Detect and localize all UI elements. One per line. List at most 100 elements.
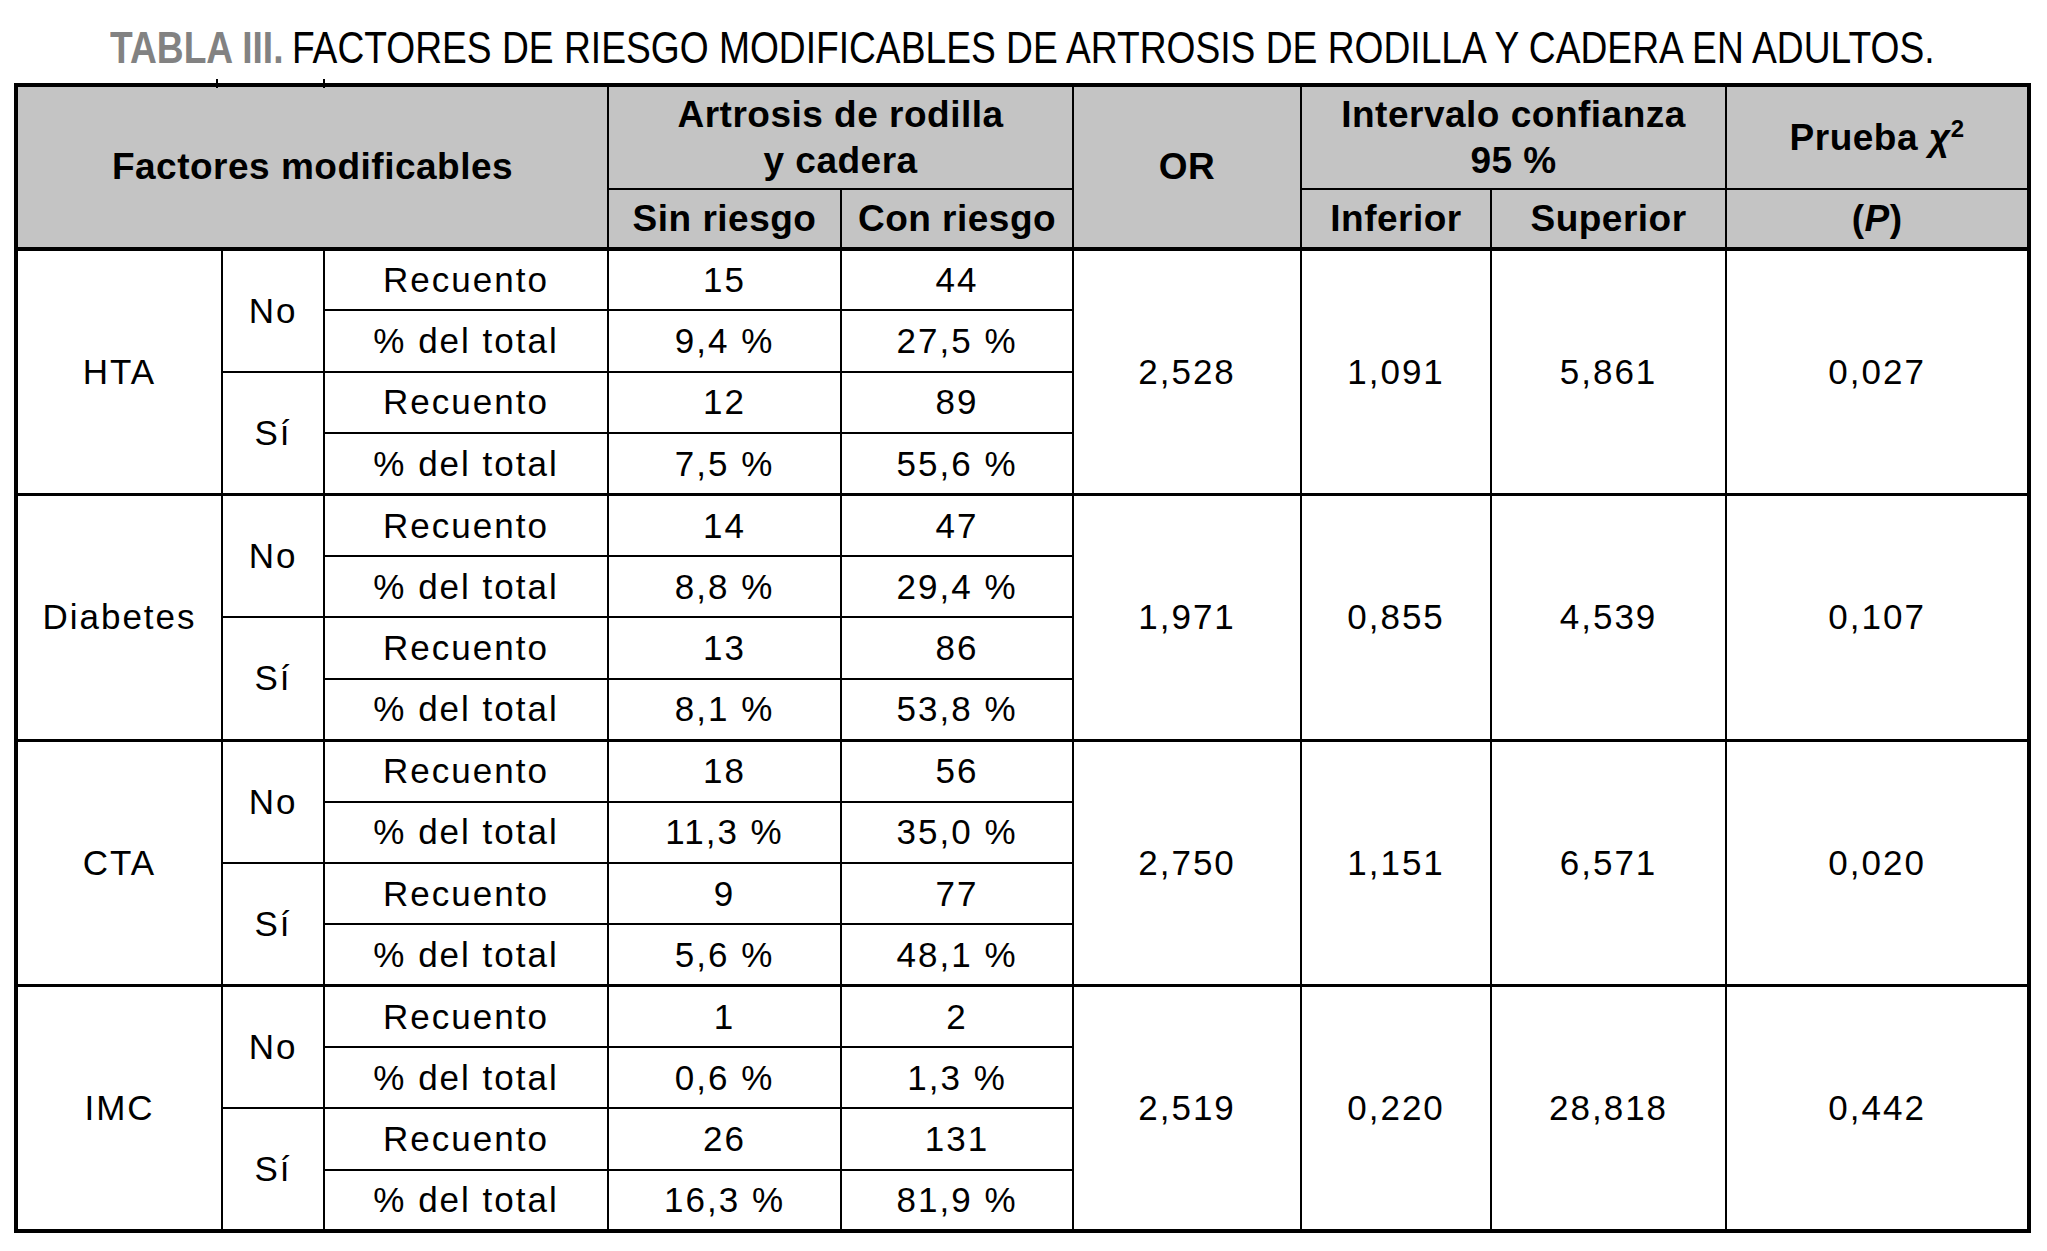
level-no: No <box>222 986 324 1109</box>
cell-value: 89 <box>841 372 1073 433</box>
level-si: Sí <box>222 863 324 986</box>
col-header-prueba-chi2: Prueba χ2 <box>1726 85 2029 189</box>
cell-value: 81,9 % <box>841 1170 1073 1231</box>
cell-value: 77 <box>841 863 1073 924</box>
col-header-artrosis: Artrosis de rodilla y cadera <box>608 85 1073 189</box>
cell-superior: 5,861 <box>1491 249 1726 495</box>
table-row: Diabetes No Recuento 14 47 1,971 0,855 4… <box>16 495 2029 556</box>
stat-label-pct: % del total <box>324 924 608 985</box>
cell-p: 0,020 <box>1726 740 2029 986</box>
stat-label-pct: % del total <box>324 802 608 863</box>
cell-value: 8,8 % <box>608 556 841 617</box>
top-border-tick <box>323 79 325 88</box>
col-header-con-riesgo: Con riesgo <box>841 189 1073 249</box>
stat-label-recuento: Recuento <box>324 1108 608 1169</box>
cell-p: 0,027 <box>1726 249 2029 495</box>
factor-name-cta: CTA <box>16 740 222 986</box>
cell-value: 1 <box>608 986 841 1047</box>
stat-label-recuento: Recuento <box>324 372 608 433</box>
cell-inferior: 0,855 <box>1301 495 1491 741</box>
level-si: Sí <box>222 1108 324 1231</box>
cell-superior: 4,539 <box>1491 495 1726 741</box>
level-si: Sí <box>222 617 324 740</box>
cell-or: 2,750 <box>1073 740 1301 986</box>
cell-value: 48,1 % <box>841 924 1073 985</box>
cell-value: 9,4 % <box>608 310 841 371</box>
level-no: No <box>222 495 324 618</box>
cell-value: 53,8 % <box>841 679 1073 740</box>
cell-inferior: 1,151 <box>1301 740 1491 986</box>
stat-label-recuento: Recuento <box>324 495 608 556</box>
cell-value: 44 <box>841 249 1073 310</box>
table-row: IMC No Recuento 1 2 2,519 0,220 28,818 0… <box>16 986 2029 1047</box>
level-no: No <box>222 740 324 863</box>
table-title-text: FACTORES DE RIESGO MODIFICABLES DE ARTRO… <box>292 23 1935 72</box>
cell-value: 55,6 % <box>841 433 1073 494</box>
cell-superior: 6,571 <box>1491 740 1726 986</box>
col-header-intervalo-line1: Intervalo confianza <box>1302 92 1725 137</box>
col-header-superior: Superior <box>1491 189 1726 249</box>
cell-inferior: 1,091 <box>1301 249 1491 495</box>
cell-value: 8,1 % <box>608 679 841 740</box>
cell-p: 0,442 <box>1726 986 2029 1232</box>
table-title-label: TABLA III. <box>110 23 283 72</box>
cell-value: 9 <box>608 863 841 924</box>
cell-value: 13 <box>608 617 841 678</box>
risk-factors-table: Factores modificables Artrosis de rodill… <box>14 83 2031 1233</box>
col-header-sin-riesgo: Sin riesgo <box>608 189 841 249</box>
cell-value: 18 <box>608 740 841 801</box>
cell-or: 2,528 <box>1073 249 1301 495</box>
table-title: TABLA III.FACTORES DE RIESGO MODIFICABLE… <box>110 26 1935 70</box>
chi-symbol: χ <box>1929 118 1951 159</box>
stat-label-pct: % del total <box>324 679 608 740</box>
cell-value: 0,6 % <box>608 1047 841 1108</box>
cell-value: 7,5 % <box>608 433 841 494</box>
cell-value: 1,3 % <box>841 1047 1073 1108</box>
col-header-factores: Factores modificables <box>16 85 608 249</box>
cell-or: 2,519 <box>1073 986 1301 1232</box>
cell-value: 35,0 % <box>841 802 1073 863</box>
cell-p: 0,107 <box>1726 495 2029 741</box>
cell-value: 5,6 % <box>608 924 841 985</box>
cell-value: 2 <box>841 986 1073 1047</box>
cell-or: 1,971 <box>1073 495 1301 741</box>
cell-value: 16,3 % <box>608 1170 841 1231</box>
cell-value: 29,4 % <box>841 556 1073 617</box>
factor-name-hta: HTA <box>16 249 222 495</box>
col-header-or: OR <box>1073 85 1301 249</box>
stat-label-recuento: Recuento <box>324 740 608 801</box>
stat-label-recuento: Recuento <box>324 249 608 310</box>
table-row: CTA No Recuento 18 56 2,750 1,151 6,571 … <box>16 740 2029 801</box>
cell-value: 56 <box>841 740 1073 801</box>
stat-label-recuento: Recuento <box>324 863 608 924</box>
cell-value: 47 <box>841 495 1073 556</box>
col-header-artrosis-line1: Artrosis de rodilla <box>609 92 1072 137</box>
cell-value: 15 <box>608 249 841 310</box>
cell-value: 14 <box>608 495 841 556</box>
stat-label-pct: % del total <box>324 1170 608 1231</box>
cell-value: 86 <box>841 617 1073 678</box>
top-border-tick <box>216 79 218 88</box>
level-no: No <box>222 249 324 372</box>
cell-superior: 28,818 <box>1491 986 1726 1232</box>
factor-name-imc: IMC <box>16 986 222 1232</box>
stat-label-pct: % del total <box>324 1047 608 1108</box>
stat-label-pct: % del total <box>324 556 608 617</box>
cell-inferior: 0,220 <box>1301 986 1491 1232</box>
col-header-intervalo-line2: 95 % <box>1302 138 1725 183</box>
stat-label-recuento: Recuento <box>324 617 608 678</box>
col-header-artrosis-line2: y cadera <box>609 138 1072 183</box>
table-row: HTA No Recuento 15 44 2,528 1,091 5,861 … <box>16 249 2029 310</box>
col-header-inferior: Inferior <box>1301 189 1491 249</box>
cell-value: 26 <box>608 1108 841 1169</box>
page: TABLA III.FACTORES DE RIESGO MODIFICABLE… <box>0 0 2047 1251</box>
stat-label-pct: % del total <box>324 310 608 371</box>
cell-value: 131 <box>841 1108 1073 1169</box>
col-header-intervalo: Intervalo confianza 95 % <box>1301 85 1726 189</box>
level-si: Sí <box>222 372 324 495</box>
cell-value: 27,5 % <box>841 310 1073 371</box>
cell-value: 11,3 % <box>608 802 841 863</box>
stat-label-recuento: Recuento <box>324 986 608 1047</box>
stat-label-pct: % del total <box>324 433 608 494</box>
col-header-p: (P) <box>1726 189 2029 249</box>
